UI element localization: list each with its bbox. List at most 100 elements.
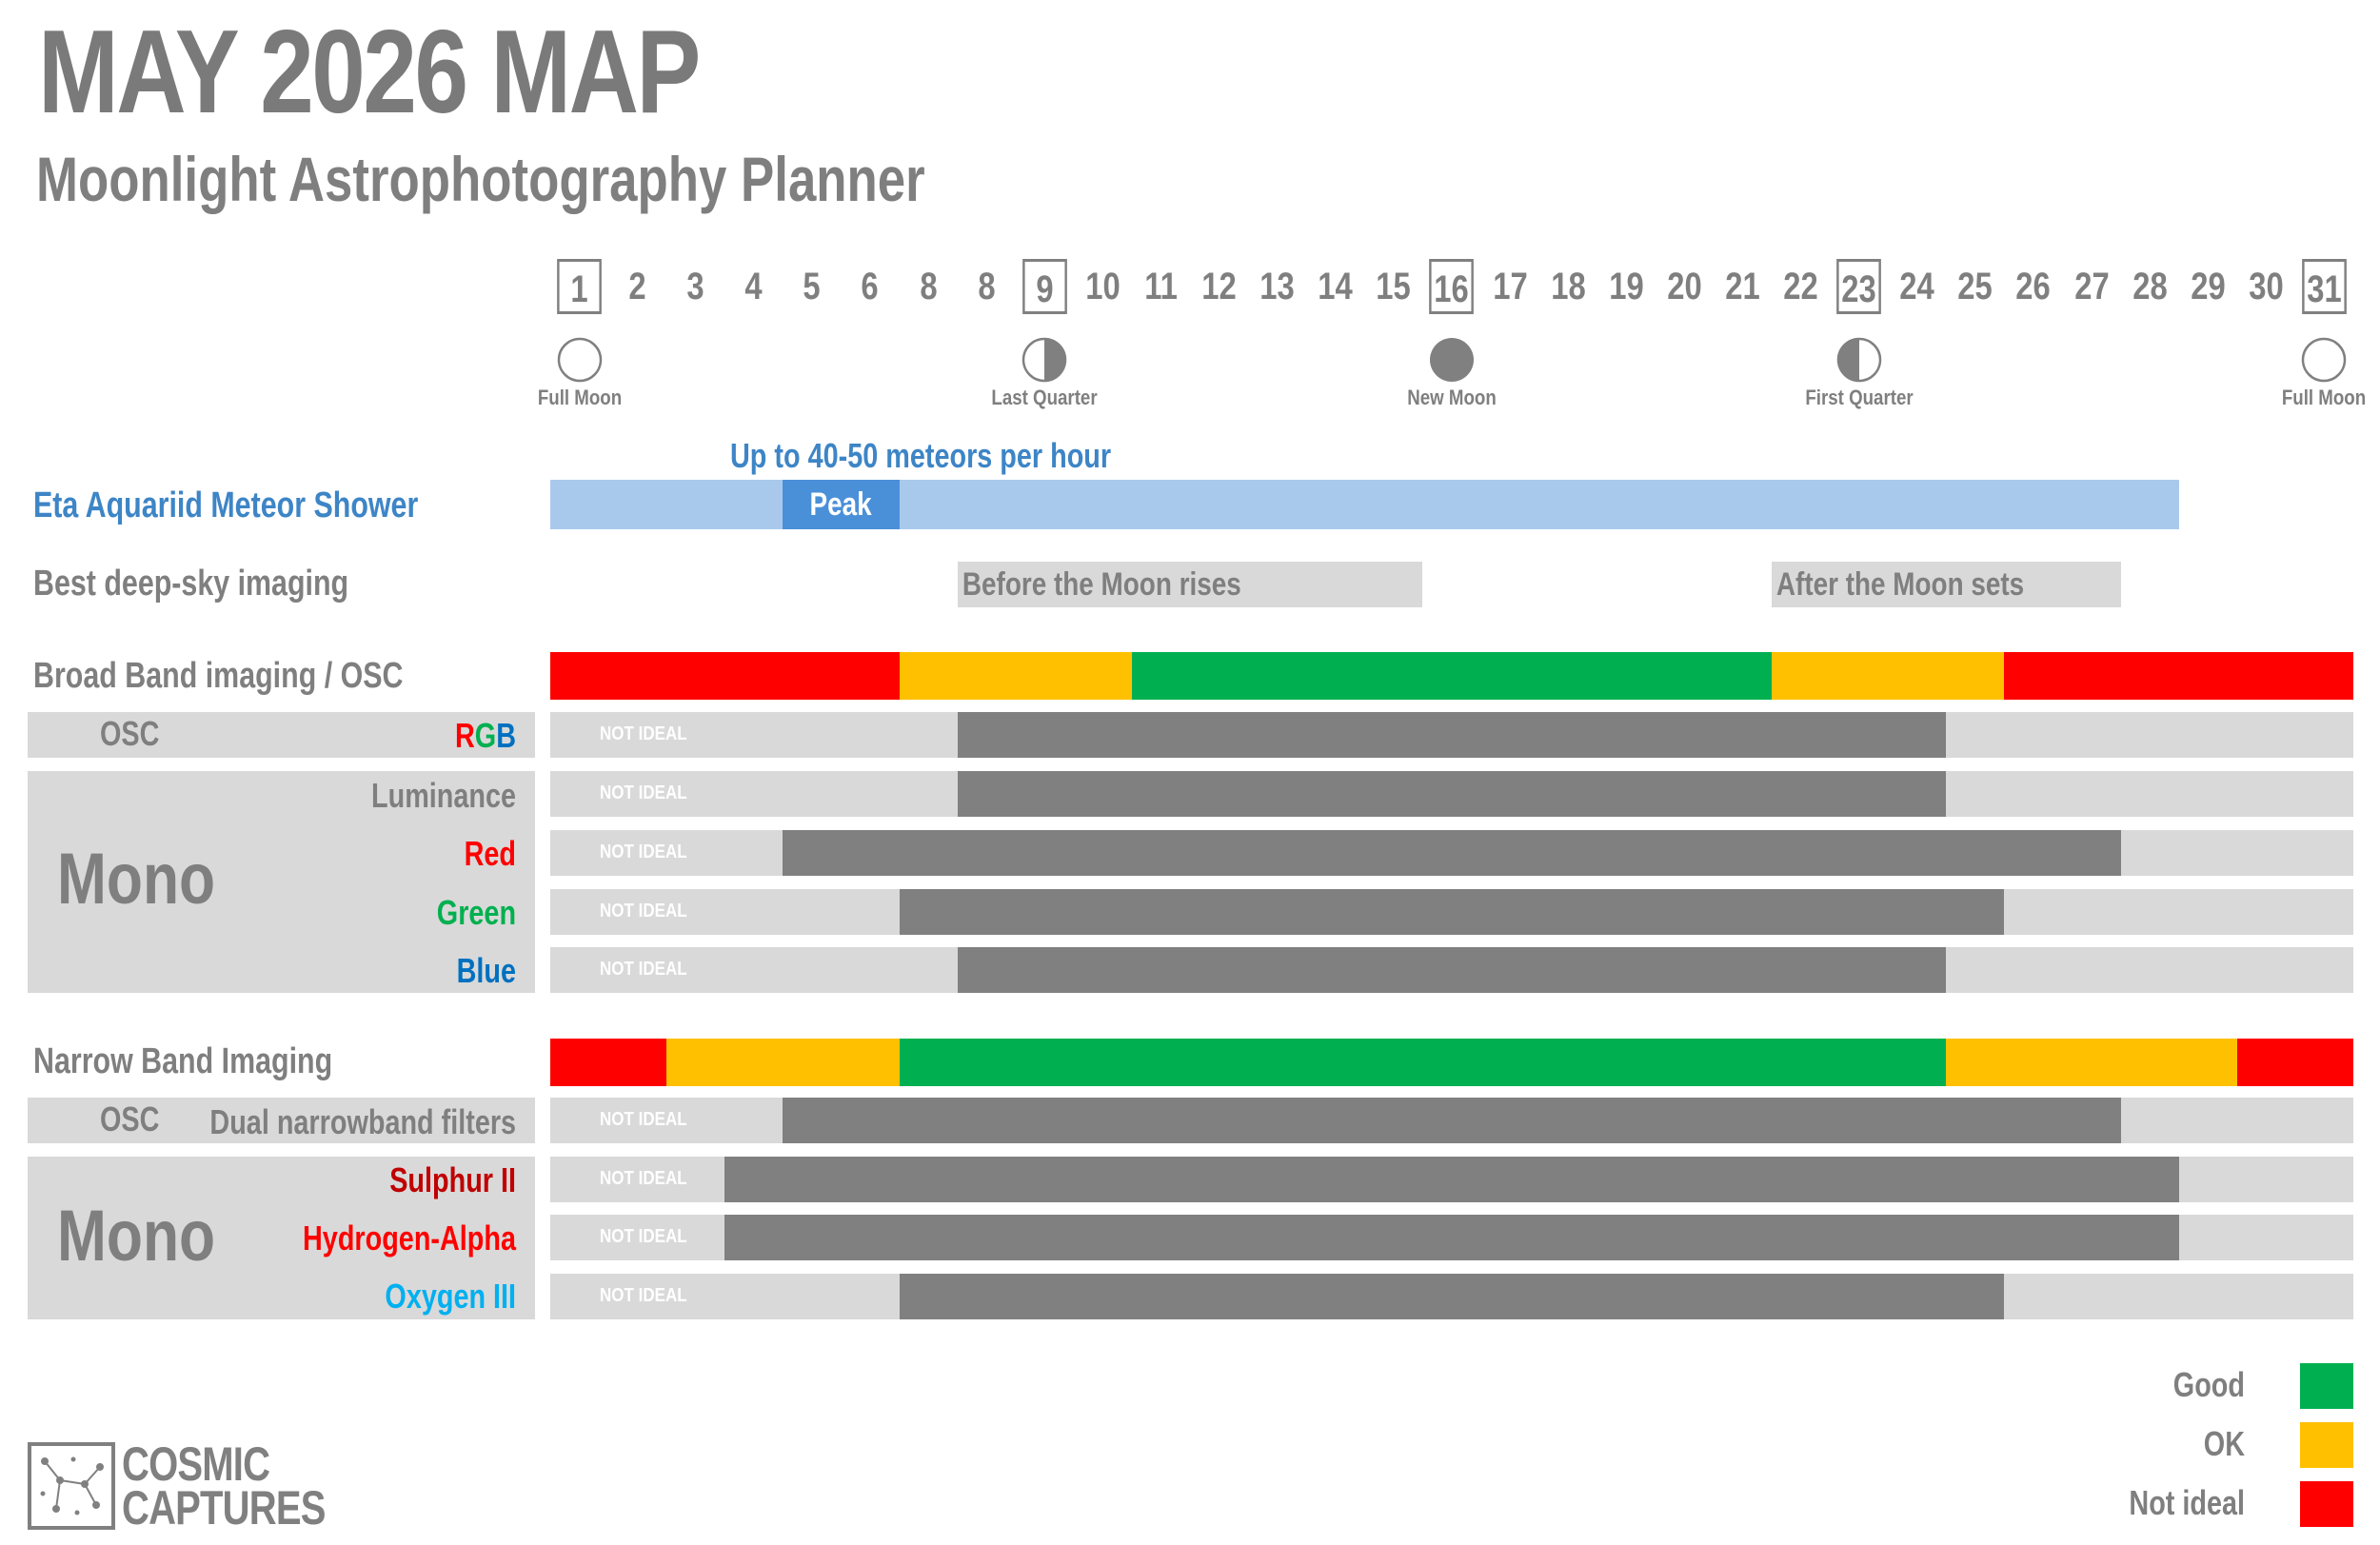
day-label: 12	[1201, 266, 1237, 307]
moon-phase-label: New Moon	[1407, 386, 1497, 409]
broadband-label: Broad Band imaging / OSC	[33, 656, 404, 696]
rating-segment-ok	[666, 1039, 900, 1086]
rating-segment-ok	[1772, 652, 2005, 700]
day-label: 23	[1836, 259, 1882, 314]
not-ideal-text: NOT IDEAL	[600, 842, 687, 862]
rating-segment-not_ideal	[2236, 1039, 2353, 1086]
day-label: 13	[1259, 266, 1295, 307]
day-label: 8	[978, 266, 996, 307]
rgb-g: G	[474, 716, 497, 755]
day-label: 15	[1376, 266, 1412, 307]
day-label: 28	[2132, 266, 2168, 307]
moon-phase-label: Full Moon	[2282, 386, 2367, 409]
day-label: 30	[2249, 266, 2284, 307]
day-label: 21	[1725, 266, 1760, 307]
day-label: 11	[1144, 266, 1178, 307]
moon-phase-label: First Quarter	[1805, 386, 1914, 409]
legend-swatch-good	[2300, 1363, 2353, 1409]
deep-sky-window: After the Moon sets	[1772, 562, 2121, 607]
osc-dual-label-panel	[28, 1098, 535, 1143]
page-title: MAY 2026 MAP	[38, 7, 701, 138]
filter-window-bar	[724, 1157, 2179, 1202]
rating-segment-good	[899, 1039, 1947, 1086]
rgb-r: R	[454, 716, 475, 755]
day-label: 3	[686, 266, 704, 307]
osc-label: OSC	[100, 714, 160, 753]
day-label: 19	[1609, 266, 1644, 307]
day-label: 6	[861, 266, 880, 307]
legend-label: Not ideal	[2129, 1483, 2245, 1522]
luminance-label: Luminance	[370, 776, 516, 815]
oxygen-label: Oxygen III	[385, 1277, 516, 1316]
filter-window-bar	[899, 1274, 2005, 1319]
rating-segment-good	[1131, 652, 1773, 700]
osc-rgb-label-panel	[28, 712, 535, 758]
day-label: 1	[557, 259, 602, 314]
day-label: 18	[1550, 266, 1586, 307]
first-quarter-icon	[1836, 337, 1881, 383]
day-label: 2	[628, 266, 646, 307]
not-ideal-text: NOT IDEAL	[600, 1168, 687, 1189]
filter-window-bar	[957, 712, 1947, 758]
day-label: 10	[1085, 266, 1121, 307]
narrowband-label: Narrow Band Imaging	[33, 1041, 333, 1081]
rating-segment-not_ideal	[550, 652, 900, 700]
day-label: 31	[2302, 259, 2347, 314]
full-moon-icon	[2302, 337, 2347, 383]
day-label: 4	[744, 266, 763, 307]
day-label: 5	[803, 266, 822, 307]
filter-window-bar	[783, 830, 2121, 876]
mono-broadband-panel	[28, 771, 535, 993]
deep-sky-window: Before the Moon rises	[957, 562, 1423, 607]
day-label: 27	[2073, 266, 2110, 307]
meteor-peak-label: Peak	[809, 486, 873, 523]
deep-sky-label: Best deep-sky imaging	[33, 564, 349, 604]
nb-osc-label: OSC	[100, 1099, 160, 1139]
rating-segment-ok	[1946, 1039, 2237, 1086]
filter-window-bar	[783, 1098, 2121, 1143]
day-label: 25	[1957, 266, 1993, 307]
day-label: 20	[1667, 266, 1702, 307]
mono-broadband-label: Mono	[57, 839, 216, 920]
logo-constellation-icon	[28, 1442, 115, 1530]
day-label: 17	[1492, 266, 1528, 307]
deep-sky-window-label: Before the Moon rises	[962, 566, 1241, 603]
rgb-b: B	[496, 716, 516, 755]
rgb-label: RGB	[455, 716, 516, 756]
blue-label: Blue	[456, 951, 516, 990]
day-label: 9	[1021, 259, 1067, 314]
legend-swatch-not_ideal	[2300, 1481, 2353, 1527]
not-ideal-text: NOT IDEAL	[600, 782, 687, 803]
day-label: 29	[2191, 266, 2226, 307]
filter-window-bar	[724, 1215, 2179, 1260]
legend-label: OK	[2203, 1424, 2245, 1463]
day-label: 16	[1429, 259, 1475, 314]
meteor-shower-note: Up to 40-50 meteors per hour	[730, 436, 1112, 475]
moon-phase-label: Last Quarter	[991, 386, 1098, 409]
mono-narrowband-panel	[28, 1157, 535, 1319]
filter-window-bar	[957, 771, 1947, 817]
filter-window-bar	[899, 889, 2005, 935]
day-label: 24	[1899, 266, 1935, 307]
filter-window-bar	[957, 947, 1947, 993]
logo-line2: CAPTURES	[122, 1481, 326, 1535]
last-quarter-icon	[1022, 337, 1067, 383]
not-ideal-text: NOT IDEAL	[600, 959, 687, 980]
new-moon-icon	[1430, 338, 1474, 382]
not-ideal-text: NOT IDEAL	[600, 1226, 687, 1247]
red-label: Red	[464, 834, 516, 873]
rating-segment-ok	[899, 652, 1132, 700]
green-label: Green	[436, 893, 516, 932]
day-label: 14	[1318, 266, 1354, 307]
full-moon-icon	[557, 337, 602, 383]
moon-phase-label: Full Moon	[537, 386, 622, 409]
meteor-shower-label: Eta Aquariid Meteor Shower	[33, 485, 419, 525]
rating-segment-not_ideal	[550, 1039, 667, 1086]
page-subtitle: Moonlight Astrophotography Planner	[36, 144, 925, 214]
day-label: 8	[920, 266, 938, 307]
day-label: 26	[2015, 266, 2052, 307]
dual-narrowband-label: Dual narrowband filters	[209, 1102, 516, 1141]
day-label: 22	[1783, 266, 1818, 307]
not-ideal-text: NOT IDEAL	[600, 901, 687, 921]
sulphur-label: Sulphur II	[389, 1160, 516, 1199]
